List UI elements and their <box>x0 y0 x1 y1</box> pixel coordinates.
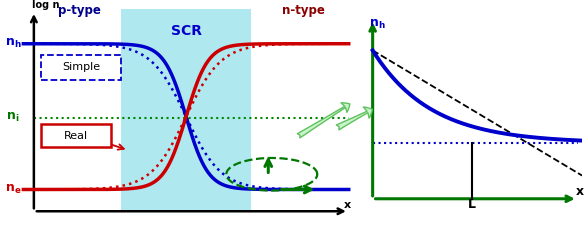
Text: L: L <box>468 198 476 211</box>
Text: p-type: p-type <box>58 4 101 17</box>
Text: x: x <box>576 185 584 198</box>
Text: log n: log n <box>32 0 59 10</box>
Text: n-type: n-type <box>282 4 325 17</box>
Text: Simple: Simple <box>62 62 100 72</box>
Bar <box>121 9 250 211</box>
Text: $\mathbf{n_e}$: $\mathbf{n_e}$ <box>5 183 21 196</box>
Text: Real: Real <box>64 131 88 141</box>
FancyBboxPatch shape <box>41 124 111 147</box>
Text: SCR: SCR <box>171 24 202 38</box>
FancyBboxPatch shape <box>41 55 121 80</box>
Text: $\mathbf{n_h}$: $\mathbf{n_h}$ <box>369 17 386 30</box>
Text: $\mathbf{n_i}$: $\mathbf{n_i}$ <box>6 111 19 124</box>
Text: $\mathbf{n_h}$: $\mathbf{n_h}$ <box>5 37 21 50</box>
Text: x: x <box>343 200 350 210</box>
